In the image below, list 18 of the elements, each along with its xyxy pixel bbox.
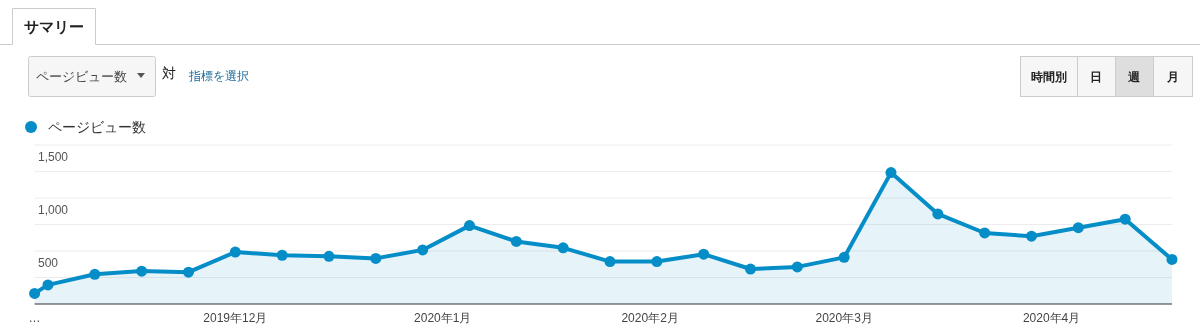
chart-title: サマリー bbox=[24, 18, 84, 35]
x-tick-label: 2020年4月 bbox=[1022, 311, 1081, 325]
text: 指標を選択 bbox=[188, 69, 249, 83]
x-tick-label: 2020年3月 bbox=[815, 311, 873, 325]
x-tick-label: 2020年1月 bbox=[414, 311, 472, 325]
x-tick-label: … bbox=[28, 311, 41, 325]
y-tick-label: 1,500 bbox=[38, 150, 69, 164]
x-tick-label: 2020年2月 bbox=[621, 311, 679, 325]
text: 日 bbox=[1090, 70, 1102, 84]
y-tick-label: 500 bbox=[38, 256, 59, 270]
text: 週 bbox=[1127, 70, 1141, 84]
legend-label: ページビュー数 bbox=[48, 119, 146, 135]
text: 対 bbox=[162, 65, 176, 81]
text: 時間別 bbox=[1030, 70, 1067, 84]
y-tick-label: 1,000 bbox=[38, 203, 69, 217]
text: 月 bbox=[1165, 70, 1179, 84]
x-tick-label: 2019年12月 bbox=[203, 311, 268, 325]
text: ページビュー数 bbox=[36, 69, 127, 84]
